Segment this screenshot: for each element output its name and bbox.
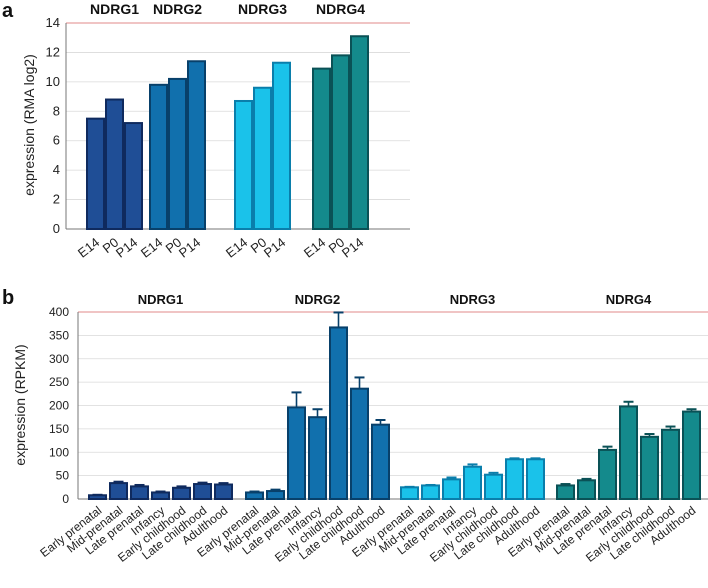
bar-ndrg3 (442, 478, 461, 500)
bar-ndrg4 (350, 35, 369, 230)
bar-ndrg3 (421, 484, 440, 501)
panel-b-ylabel: expression (RPKM) (12, 344, 28, 465)
bar-ndrg1 (105, 98, 124, 230)
y-tick-label: 8 (53, 103, 60, 118)
bar-ndrg4 (682, 410, 701, 501)
bar-ndrg1 (88, 494, 107, 501)
bar-ndrg3 (272, 61, 291, 230)
y-tick-label: 400 (49, 305, 69, 319)
bar-ndrg1 (130, 485, 149, 501)
bar-ndrg2 (266, 490, 285, 500)
chart-a: 02468101214NDRG1E14P0P14NDRG2E14P0P14NDR… (46, 1, 410, 261)
y-tick-label: 300 (49, 352, 69, 366)
group-title-ndrg4: NDRG4 (316, 1, 365, 17)
y-tick-label: 250 (49, 375, 69, 389)
y-tick-label: 12 (46, 44, 60, 59)
bar-ndrg4 (577, 479, 596, 500)
group-title-ndrg3: NDRG3 (238, 1, 287, 17)
x-tick-label: P14 (261, 235, 288, 261)
group-title-ndrg2: NDRG2 (295, 292, 341, 307)
bar-ndrg3 (463, 465, 482, 500)
bar-ndrg2 (187, 60, 206, 230)
x-tick-label: E14 (75, 235, 102, 261)
bar-ndrg1 (109, 482, 128, 501)
y-tick-label: 6 (53, 133, 60, 148)
group-title-ndrg3: NDRG3 (450, 292, 496, 307)
x-tick-label: P14 (113, 235, 140, 261)
x-tick-label: P14 (176, 235, 203, 261)
y-tick-label: 100 (49, 445, 69, 459)
x-tick-label: E14 (301, 235, 328, 261)
bar-ndrg1 (151, 491, 170, 500)
x-tick-label: E14 (138, 235, 165, 261)
y-tick-label: 4 (53, 162, 60, 177)
bar-ndrg4 (640, 435, 659, 501)
y-tick-label: 50 (56, 469, 70, 483)
y-tick-label: 10 (46, 74, 60, 89)
bar-ndrg1 (86, 117, 105, 230)
y-tick-label: 0 (62, 492, 69, 506)
bar-ndrg3 (253, 86, 272, 230)
panel-b-label: b (2, 287, 14, 309)
bar-ndrg1 (172, 486, 191, 500)
bar-ndrg4 (661, 428, 680, 500)
bar-ndrg2 (329, 326, 348, 500)
bar-ndrg1 (193, 483, 212, 501)
bar-ndrg2 (168, 77, 187, 230)
bar-ndrg3 (526, 458, 545, 501)
x-tick-label: P14 (339, 235, 366, 261)
y-tick-label: 200 (49, 399, 69, 413)
group-title-ndrg1: NDRG1 (90, 1, 139, 17)
bar-ndrg2 (287, 406, 306, 500)
bar-ndrg3 (484, 473, 503, 501)
bar-ndrg1 (214, 483, 233, 501)
bar-ndrg4 (312, 67, 331, 230)
panel-a-ylabel: expression (RMA log2) (21, 54, 37, 196)
y-tick-label: 350 (49, 328, 69, 342)
y-tick-label: 14 (46, 15, 60, 30)
bar-ndrg2 (149, 83, 168, 230)
bar-ndrg2 (245, 491, 264, 500)
x-tick-label: E14 (223, 235, 250, 261)
group-title-ndrg2: NDRG2 (153, 1, 202, 17)
bar-ndrg3 (505, 458, 524, 501)
group-title-ndrg1: NDRG1 (138, 292, 184, 307)
bar-ndrg3 (400, 486, 419, 500)
bar-ndrg4 (556, 484, 575, 501)
panel-a-label: a (2, 0, 14, 22)
bar-ndrg2 (371, 423, 390, 501)
y-tick-label: 2 (53, 192, 60, 207)
group-title-ndrg4: NDRG4 (606, 292, 652, 307)
bar-ndrg1 (124, 122, 143, 230)
bar-ndrg4 (598, 448, 617, 501)
bar-ndrg4 (331, 54, 350, 230)
bar-ndrg2 (350, 387, 369, 501)
bar-ndrg4 (619, 405, 638, 500)
y-tick-label: 150 (49, 422, 69, 436)
bar-ndrg2 (308, 416, 327, 500)
bar-ndrg3 (234, 99, 253, 230)
y-tick-label: 0 (53, 221, 60, 236)
